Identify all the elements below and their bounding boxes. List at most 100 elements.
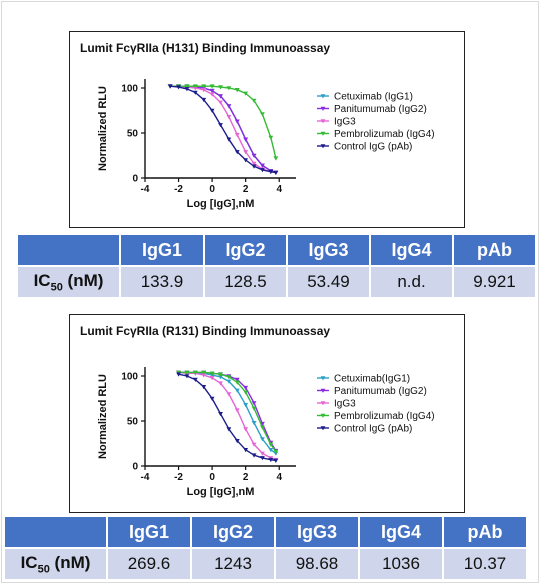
data-point [273,156,279,161]
data-point [209,108,215,113]
header-cell: IgG3 [276,517,358,547]
data-point [201,373,207,378]
data-point [218,100,223,105]
data-point [243,91,249,96]
y-tick-label: 50 [127,129,139,140]
header-cell: IgG3 [288,235,369,265]
data-point [226,427,232,432]
data-point [268,169,274,175]
data-point [273,458,279,463]
data-point [209,84,215,89]
data-point [218,85,223,90]
y-tick-label: 50 [127,417,139,428]
legend-label: Panitumumab (IgG2) [334,386,427,397]
ic50-table-h131: IgG1 IgG2 IgG3 IgG4 pAb IC50 (nM) 133.9 … [16,233,537,299]
data-point [201,97,207,103]
x-tick-label: -4 [141,472,150,483]
data-point [226,137,232,142]
data-point [218,381,223,386]
data-point [218,375,223,380]
series-line [170,85,277,159]
data-point [251,406,257,411]
data-point [167,84,173,89]
series-line [178,371,277,454]
data-point [201,385,207,390]
legend-marker [320,131,326,136]
series-line [178,373,277,462]
data-point [234,377,240,382]
y-tick-label: 0 [132,174,138,185]
data-point [273,170,279,175]
y-axis-label: Normalized RLU [97,374,109,459]
data-point [251,161,257,166]
legend-marker [320,119,326,124]
x-tick-label: -2 [174,184,183,195]
x-tick-label: 0 [209,184,215,195]
data-point [243,158,249,163]
data-point [226,86,232,91]
value-cell: 9.921 [454,267,535,297]
chart-title: Lumit FcγRIIa (R131) Binding Immunoassay [80,324,331,338]
data-point [234,408,240,413]
data-point [260,425,265,430]
legend-label: Control IgG (pAb) [334,142,412,153]
data-point [226,115,232,120]
legend-label: Pembrolizumab (IgG4) [334,129,435,140]
value-cell: 128.5 [205,267,286,297]
data-point [268,442,274,447]
data-point [184,84,190,89]
header-corner [5,517,106,547]
header-cell: IgG4 [360,517,442,547]
value-cell: 53.49 [288,267,369,297]
value-cell: 269.6 [108,549,190,579]
data-point [251,153,257,158]
data-point [243,403,249,408]
chart-h131: -4 -2 0 2 4 0 50 100 Log [IgG],nM Normalized RLU C… [97,79,435,210]
data-point [192,370,198,375]
legend-label: Cetuximab (IgG1) [334,92,413,103]
x-tick-label: 2 [243,472,249,483]
data-point [201,84,207,89]
x-tick-label: -4 [141,184,150,195]
table-value-row: IC50 (nM) 133.9 128.5 53.49 n.d. 9.921 [18,267,535,297]
data-point [201,370,207,375]
legend-label: Cetuximab(IgG1) [334,374,410,385]
data-point [234,88,240,93]
y-tick-label: 100 [121,372,138,383]
legend-marker [320,426,326,431]
legend-marker [320,401,326,406]
data-point [251,164,257,169]
row-label: IC50 (nM) [5,549,106,579]
data-point [251,401,257,406]
data-point [260,451,265,456]
chart-r131: -4 -2 0 2 4 0 50 100 Log [IgG],nM Normalized RLU C… [97,367,435,498]
data-point [192,84,198,89]
data-point [243,137,249,142]
data-point [184,87,190,92]
legend-label: Pembrolizumab (IgG4) [334,411,435,422]
data-point [176,372,181,377]
x-tick-label: 2 [243,184,249,195]
data-point [243,385,249,391]
data-point [209,376,215,381]
data-point [234,388,240,393]
data-point [201,88,207,93]
data-point [260,168,265,173]
data-point [260,456,265,461]
x-axis-label: Log [IgG],nM [187,486,255,498]
table-header-row: IgG1 IgG2 IgG3 IgG4 pAb [18,235,535,265]
data-point [209,92,215,97]
data-point [234,439,240,444]
data-point [243,390,249,395]
data-point [209,88,215,94]
header-cell: pAb [454,235,535,265]
value-cell: 10.37 [444,549,526,579]
data-point [273,449,279,454]
data-point [243,150,249,155]
data-point [209,396,215,401]
data-point [218,412,223,417]
y-tick-label: 100 [121,84,138,95]
chart-panel-h131: Lumit FcγRIIa (H131) Binding Immunoassay… [69,31,465,228]
legend-label: Panitumumab (IgG2) [334,104,427,115]
legend-marker [320,144,326,149]
